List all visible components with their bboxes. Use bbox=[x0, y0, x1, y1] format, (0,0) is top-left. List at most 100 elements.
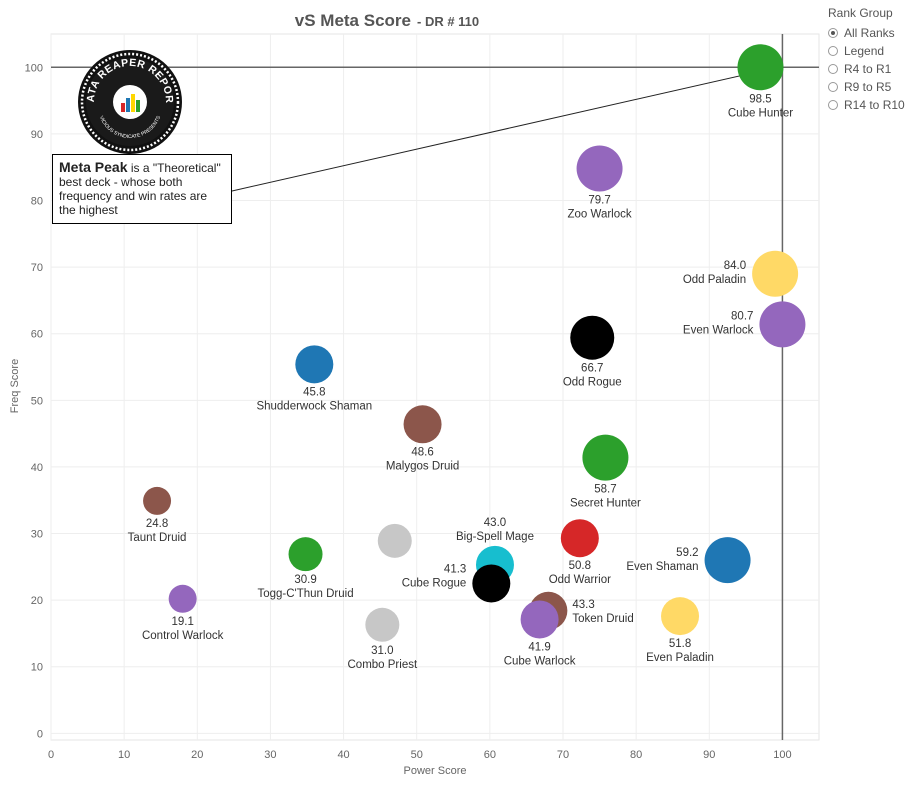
data-point[interactable]: Even Shaman bbox=[704, 537, 751, 584]
point-score-label: 59.2 bbox=[676, 547, 698, 559]
point-score-label: 98.5 bbox=[749, 93, 771, 105]
rank-option-r14-r10[interactable]: R14 to R10 bbox=[828, 96, 905, 114]
point-score-label: 79.7 bbox=[588, 195, 610, 207]
point-score-label: 84.0 bbox=[724, 260, 746, 272]
data-point[interactable] bbox=[377, 523, 412, 558]
data-point[interactable]: Cube Rogue bbox=[472, 564, 511, 603]
data-point[interactable]: Togg-C'Thun Druid bbox=[288, 537, 323, 572]
rank-option-label: R9 to R5 bbox=[844, 80, 892, 94]
meta-peak-annotation: Meta Peak is a "Theoretical" best deck -… bbox=[52, 154, 232, 224]
point-score-label: 41.3 bbox=[444, 563, 466, 575]
data-point[interactable]: Malygos Druid bbox=[403, 405, 442, 444]
data-point[interactable]: Control Warlock bbox=[168, 584, 197, 613]
data-point[interactable]: Zoo Warlock bbox=[576, 145, 623, 192]
point-score-label: 66.7 bbox=[581, 363, 603, 375]
y-tick-label: 30 bbox=[31, 529, 43, 541]
rank-option-label: Legend bbox=[844, 44, 885, 58]
radio-icon[interactable] bbox=[828, 46, 838, 56]
y-tick-label: 90 bbox=[31, 129, 43, 141]
y-tick-label: 20 bbox=[31, 595, 43, 607]
y-axis-label: Freq Score bbox=[9, 359, 21, 413]
point-score-label: 80.7 bbox=[731, 310, 753, 322]
y-tick-label: 60 bbox=[31, 329, 43, 341]
meta-peak-lines bbox=[51, 34, 819, 740]
data-point[interactable]: Odd Paladin bbox=[752, 250, 799, 297]
rank-option-label: R4 to R1 bbox=[844, 62, 892, 76]
point-name-label: Even Paladin bbox=[646, 652, 714, 664]
point-score-label: 43.0 bbox=[484, 517, 506, 529]
point-name-label: Odd Rogue bbox=[563, 377, 622, 389]
y-tick-label: 80 bbox=[31, 196, 43, 208]
x-tick-label: 60 bbox=[484, 749, 496, 761]
y-tick-label: 10 bbox=[31, 662, 43, 674]
point-name-label: Cube Warlock bbox=[504, 655, 576, 667]
x-tick-label: 30 bbox=[264, 749, 276, 761]
x-tick-label: 40 bbox=[337, 749, 349, 761]
data-point[interactable]: Even Paladin bbox=[661, 597, 700, 636]
point-name-label: Zoo Warlock bbox=[568, 209, 632, 221]
meta-peak-arrow-line bbox=[231, 68, 771, 192]
x-tick-label: 20 bbox=[191, 749, 203, 761]
data-point[interactable]: Secret Hunter bbox=[582, 434, 629, 481]
y-tick-label: 50 bbox=[31, 395, 43, 407]
annotation-text: is a "Theoretical" best deck - whose bot… bbox=[59, 161, 221, 217]
radio-icon[interactable] bbox=[828, 100, 838, 110]
x-axis-label: Power Score bbox=[404, 765, 467, 777]
point-name-label: Token Druid bbox=[572, 613, 633, 625]
x-tick-label: 50 bbox=[411, 749, 423, 761]
point-name-label: Odd Warrior bbox=[549, 574, 611, 586]
point-name-label: Taunt Druid bbox=[128, 532, 187, 544]
point-score-label: 24.8 bbox=[146, 518, 168, 530]
data-point[interactable]: Shudderwock Shaman bbox=[295, 345, 334, 384]
point-name-label: Even Shaman bbox=[626, 561, 698, 573]
annotation-heading: Meta Peak bbox=[59, 159, 128, 175]
x-tick-label: 90 bbox=[703, 749, 715, 761]
rank-option-label: R14 to R10 bbox=[844, 98, 905, 112]
radio-icon[interactable] bbox=[828, 28, 838, 38]
point-name-label: Secret Hunter bbox=[570, 498, 641, 510]
point-score-label: 58.7 bbox=[594, 484, 616, 496]
rank-group-legend: Rank Group All Ranks Legend R4 to R1 R9 … bbox=[828, 6, 905, 114]
point-labels: 98.5 Cube Hunter 79.7 Zoo Warlock 84.0 Odd Pa… bbox=[128, 93, 794, 670]
point-name-label: Malygos Druid bbox=[386, 460, 460, 472]
point-name-label: Cube Hunter bbox=[728, 107, 793, 119]
data-points: Cube HunterZoo WarlockOdd PaladinEven Wa… bbox=[143, 44, 806, 642]
x-tick-label: 100 bbox=[773, 749, 791, 761]
data-point[interactable]: Cube Hunter bbox=[737, 44, 784, 91]
point-score-label: 50.8 bbox=[569, 560, 591, 572]
point-name-label: Big-Spell Mage bbox=[456, 531, 534, 543]
data-point[interactable]: Cube Warlock bbox=[520, 600, 559, 639]
point-name-label: Control Warlock bbox=[142, 630, 224, 642]
data-point[interactable]: Odd Rogue bbox=[570, 315, 615, 360]
y-axis-ticks: 0 10 20 30 40 50 60 70 80 90 100 bbox=[25, 62, 43, 740]
point-score-label: 41.9 bbox=[528, 641, 550, 653]
y-tick-label: 0 bbox=[37, 728, 43, 740]
rank-option-r9-r5[interactable]: R9 to R5 bbox=[828, 78, 905, 96]
point-name-label: Shudderwock Shaman bbox=[256, 400, 372, 412]
x-tick-label: 10 bbox=[118, 749, 130, 761]
rank-option-label: All Ranks bbox=[844, 26, 895, 40]
x-tick-label: 80 bbox=[630, 749, 642, 761]
y-tick-label: 100 bbox=[25, 62, 43, 74]
point-name-label: Combo Priest bbox=[348, 659, 418, 671]
point-name-label: Odd Paladin bbox=[683, 274, 746, 286]
point-score-label: 19.1 bbox=[171, 616, 193, 628]
legend-title: Rank Group bbox=[828, 6, 893, 20]
y-tick-label: 40 bbox=[31, 462, 43, 474]
point-name-label: Cube Rogue bbox=[402, 577, 467, 589]
point-score-label: 51.8 bbox=[669, 638, 691, 650]
point-score-label: 48.6 bbox=[411, 446, 433, 458]
radio-icon[interactable] bbox=[828, 82, 838, 92]
y-tick-label: 70 bbox=[31, 262, 43, 274]
data-point[interactable]: Odd Warrior bbox=[560, 519, 599, 558]
data-point[interactable]: Combo Priest bbox=[365, 607, 400, 642]
data-point[interactable]: Even Warlock bbox=[759, 301, 806, 348]
data-point[interactable]: Taunt Druid bbox=[143, 486, 172, 515]
rank-option-legend[interactable]: Legend bbox=[828, 42, 905, 60]
x-axis-ticks: 0 10 20 30 40 50 60 70 80 90 100 bbox=[48, 749, 792, 761]
rank-option-r4-r1[interactable]: R4 to R1 bbox=[828, 60, 905, 78]
data-reaper-logo: DATA REAPER REPORT VICIOUS SYNDICATE PRE… bbox=[72, 39, 184, 156]
radio-icon[interactable] bbox=[828, 64, 838, 74]
rank-option-all-ranks[interactable]: All Ranks bbox=[828, 24, 905, 42]
